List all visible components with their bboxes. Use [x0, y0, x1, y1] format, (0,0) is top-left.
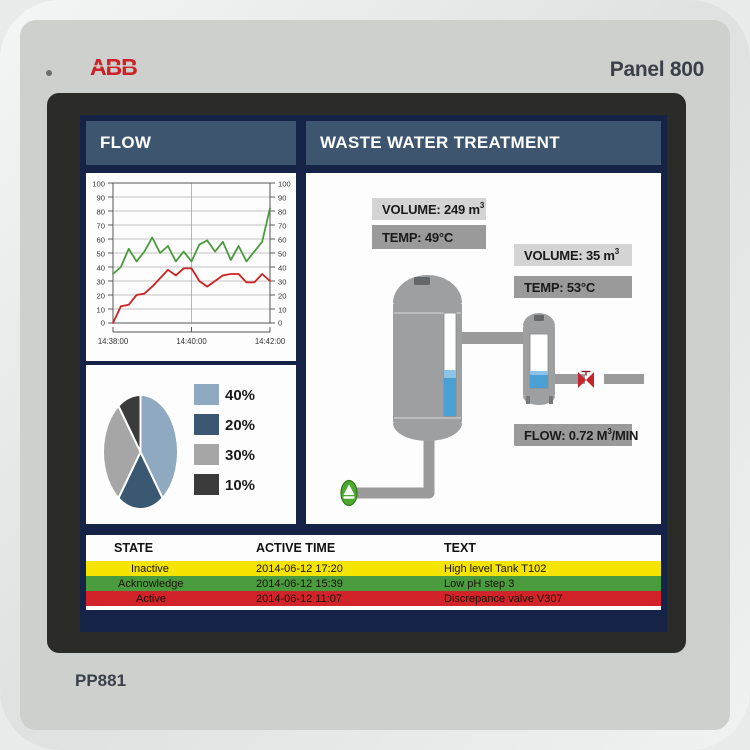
- svg-text:14:42:00: 14:42:00: [255, 337, 286, 346]
- svg-text:14:40:00: 14:40:00: [176, 337, 207, 346]
- svg-text:20: 20: [278, 292, 286, 301]
- svg-text:50: 50: [278, 250, 286, 259]
- svg-text:100: 100: [92, 180, 105, 189]
- svg-text:10%: 10%: [225, 477, 255, 494]
- svg-text:90: 90: [278, 194, 286, 203]
- svg-text:14:38:00: 14:38:00: [98, 337, 129, 346]
- svg-text:30: 30: [278, 278, 286, 287]
- svg-text:30: 30: [97, 278, 105, 287]
- svg-text:40%: 40%: [225, 387, 255, 404]
- svg-text:ABB: ABB: [90, 54, 137, 80]
- svg-text:40: 40: [97, 264, 105, 273]
- svg-text:80: 80: [278, 208, 286, 217]
- svg-text:70: 70: [97, 222, 105, 231]
- svg-text:30%: 30%: [225, 447, 255, 464]
- svg-text:40: 40: [278, 264, 286, 273]
- svg-text:10: 10: [97, 306, 105, 315]
- svg-text:90: 90: [97, 194, 105, 203]
- svg-text:20: 20: [97, 292, 105, 301]
- svg-text:60: 60: [97, 236, 105, 245]
- svg-text:80: 80: [97, 208, 105, 217]
- svg-text:60: 60: [278, 236, 286, 245]
- svg-text:20%: 20%: [225, 417, 255, 434]
- svg-text:70: 70: [278, 222, 286, 231]
- svg-text:10: 10: [278, 306, 286, 315]
- svg-text:100: 100: [278, 180, 291, 189]
- svg-text:50: 50: [97, 250, 105, 259]
- svg-text:0: 0: [278, 319, 282, 328]
- svg-text:0: 0: [101, 319, 105, 328]
